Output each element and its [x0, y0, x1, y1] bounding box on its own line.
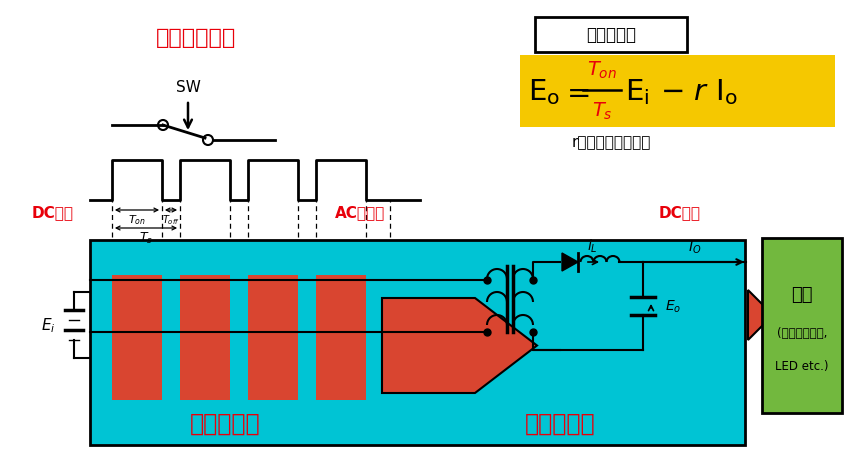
Text: $E_o$: $E_o$ [665, 298, 682, 314]
Bar [90, 241, 745, 445]
Bar [248, 275, 298, 400]
Text: 絶縁・平滑: 絶縁・平滑 [524, 411, 595, 435]
Text: DC入力: DC入力 [32, 205, 74, 220]
Text: $\mathrm{E_o}$: $\mathrm{E_o}$ [528, 77, 560, 106]
Text: LED etc.): LED etc.) [775, 359, 829, 373]
Text: $=$: $=$ [561, 78, 590, 106]
Text: $-\ r\ \mathrm{I_o}$: $-\ r\ \mathrm{I_o}$ [660, 77, 738, 106]
Text: $T_s$: $T_s$ [592, 101, 612, 122]
Text: DC出力: DC出力 [659, 205, 701, 220]
Text: $T_s$: $T_s$ [139, 230, 153, 245]
Bar [520, 56, 835, 128]
Text: $T_{off}$: $T_{off}$ [162, 212, 180, 227]
Polygon shape [382, 298, 537, 393]
Bar [180, 275, 230, 400]
Circle shape [203, 136, 213, 146]
Text: エネルギー: エネルギー [190, 411, 260, 435]
Text: (コンピュータ,: (コンピュータ, [777, 326, 827, 339]
Circle shape [158, 121, 168, 131]
Text: 負荷: 負荷 [791, 285, 813, 303]
Bar [112, 275, 162, 400]
Bar [762, 238, 842, 413]
Text: ACへ変換: ACへ変換 [335, 205, 385, 220]
Text: $\mathrm{E_i}$: $\mathrm{E_i}$ [625, 77, 649, 106]
Text: $T_{on}$: $T_{on}$ [587, 60, 617, 81]
Text: SW: SW [176, 81, 201, 95]
Polygon shape [562, 253, 578, 271]
Text: $i_L$: $i_L$ [586, 237, 598, 254]
Polygon shape [748, 290, 773, 340]
Text: $E_i$: $E_i$ [42, 316, 56, 334]
Text: $T_{on}$: $T_{on}$ [128, 212, 146, 227]
Bar [316, 275, 366, 400]
Text: $I_O$: $I_O$ [688, 239, 701, 256]
Text: 時比率制御: 時比率制御 [586, 26, 636, 44]
Bar [535, 18, 687, 53]
Text: r：回路の内部損失: r：回路の内部損失 [571, 135, 651, 150]
Text: スイッチング: スイッチング [156, 28, 236, 48]
